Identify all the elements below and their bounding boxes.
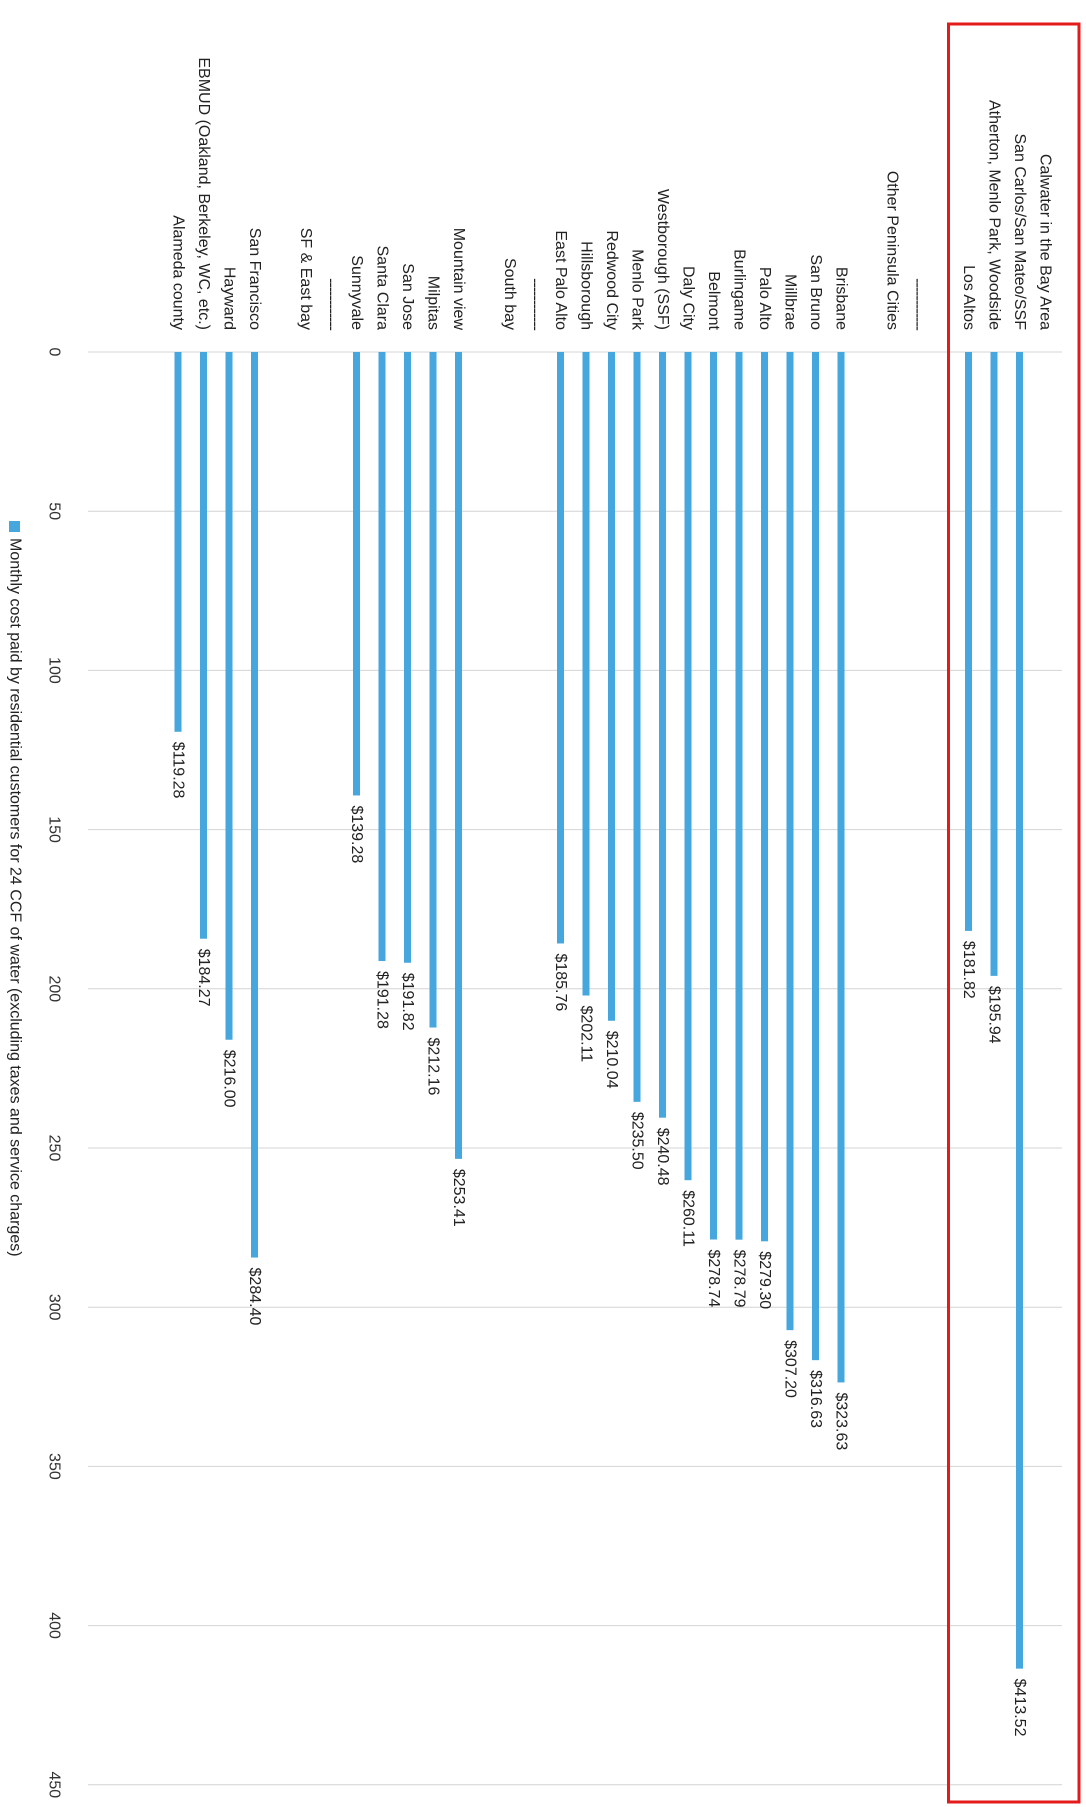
category-label: Milpitas bbox=[425, 276, 442, 330]
value-labels: $413.52 $195.94 $181.82 $323.63 $316.63 $307.… bbox=[170, 742, 1029, 1737]
category-label: Menlo Park bbox=[629, 249, 646, 331]
data-label: $260.11 bbox=[680, 1190, 697, 1247]
category-label: Millbrae bbox=[782, 274, 799, 330]
group-heading: South bay bbox=[501, 258, 518, 330]
x-axis-tick-labels: 0 50 100 150 200 250 300 350 400 450 bbox=[46, 348, 63, 1799]
bar bbox=[837, 352, 845, 1383]
group-heading: Calwater in the Bay Area bbox=[1037, 154, 1054, 330]
category-label: Westborough (SSF) bbox=[654, 189, 671, 330]
category-label: Atherton, Menlo Park, Woodside bbox=[986, 100, 1003, 330]
x-tick-label: 50 bbox=[46, 502, 63, 520]
bar bbox=[225, 352, 233, 1040]
bar bbox=[455, 352, 462, 1159]
data-label: $413.52 bbox=[1011, 1679, 1028, 1737]
legend: Monthly cost paid by residential custome… bbox=[7, 521, 24, 1257]
data-label: $184.27 bbox=[195, 949, 212, 1007]
category-label: Hayward bbox=[221, 267, 238, 330]
group-heading: SF & East bay bbox=[297, 228, 314, 330]
data-label: $139.28 bbox=[348, 805, 365, 863]
separator-label: ------------ bbox=[323, 278, 340, 331]
bar bbox=[557, 352, 564, 944]
data-label: $195.94 bbox=[986, 986, 1003, 1044]
bar bbox=[378, 352, 386, 962]
data-label: $216.00 bbox=[221, 1050, 238, 1108]
category-label: Hillsborough bbox=[578, 241, 595, 330]
bar bbox=[582, 352, 590, 996]
data-label: $307.20 bbox=[782, 1340, 799, 1398]
bar bbox=[608, 352, 615, 1021]
bar bbox=[812, 352, 819, 1361]
category-label: Santa Clara bbox=[374, 246, 391, 331]
x-tick-label: 0 bbox=[46, 348, 63, 357]
legend-swatch bbox=[9, 521, 20, 532]
separator-label: ------------ bbox=[909, 278, 926, 331]
group-heading: Other Peninsula Cities bbox=[884, 171, 901, 330]
data-label: $191.82 bbox=[399, 973, 416, 1031]
bar bbox=[174, 352, 182, 732]
category-label: Los Altos bbox=[960, 265, 977, 330]
bar bbox=[710, 352, 717, 1240]
bar bbox=[659, 352, 666, 1118]
category-label: East Palo Alto bbox=[552, 230, 569, 330]
separator-label: ------------ bbox=[527, 278, 544, 331]
bar bbox=[990, 352, 998, 976]
category-labels: Calwater in the Bay Area San Carlos/San M… bbox=[170, 57, 1054, 331]
bar bbox=[404, 352, 411, 963]
highlight-box bbox=[947, 22, 1081, 1804]
bar bbox=[965, 352, 972, 931]
category-label: Palo Alto bbox=[756, 267, 773, 330]
category-label: San Bruno bbox=[807, 254, 824, 330]
x-tick-label: 300 bbox=[46, 1294, 63, 1321]
category-label: Belmont bbox=[705, 271, 722, 330]
data-label: $253.41 bbox=[450, 1169, 467, 1227]
bar bbox=[684, 352, 692, 1181]
data-label: $279.30 bbox=[756, 1251, 773, 1309]
data-label: $316.63 bbox=[807, 1370, 824, 1428]
bars bbox=[174, 352, 1023, 1669]
bar bbox=[200, 352, 207, 939]
bar bbox=[353, 352, 360, 796]
bar bbox=[633, 352, 641, 1102]
data-label: $278.74 bbox=[705, 1250, 722, 1308]
x-tick-label: 400 bbox=[46, 1612, 63, 1639]
data-label: $212.16 bbox=[425, 1038, 442, 1096]
category-label: EBMUD (Oakland, Berkeley, WC, etc.) bbox=[195, 57, 212, 330]
category-label: San Francisco bbox=[246, 228, 263, 330]
x-tick-label: 150 bbox=[46, 816, 63, 843]
x-tick-label: 200 bbox=[46, 975, 63, 1002]
bar bbox=[761, 352, 768, 1242]
data-label: $191.28 bbox=[374, 971, 391, 1029]
bar bbox=[1016, 352, 1023, 1669]
data-label: $181.82 bbox=[960, 941, 977, 999]
bar bbox=[429, 352, 437, 1028]
data-label: $235.50 bbox=[629, 1112, 646, 1170]
data-label: $240.48 bbox=[654, 1128, 671, 1186]
data-label: $323.63 bbox=[833, 1392, 850, 1450]
data-label: $202.11 bbox=[578, 1006, 595, 1063]
bar bbox=[786, 352, 794, 1331]
category-label: Mountain view bbox=[450, 228, 467, 331]
data-label: $210.04 bbox=[603, 1031, 620, 1089]
category-label: Brisbane bbox=[833, 267, 850, 330]
category-label: Sunnyvale bbox=[348, 255, 365, 330]
bar bbox=[251, 352, 258, 1258]
data-label: $119.28 bbox=[170, 742, 187, 799]
data-label: $185.76 bbox=[552, 953, 569, 1011]
x-tick-label: 250 bbox=[46, 1135, 63, 1162]
x-tick-label: 450 bbox=[46, 1771, 63, 1798]
category-label: Redwood City bbox=[603, 230, 620, 330]
category-label: San Carlos/San Mateo/SSF bbox=[1011, 133, 1028, 330]
gridlines bbox=[88, 351, 1062, 1786]
data-label: $278.79 bbox=[731, 1250, 748, 1308]
category-label: San Jose bbox=[399, 263, 416, 330]
category-label: Burlingame bbox=[731, 249, 748, 330]
legend-label: Monthly cost paid by residential custome… bbox=[7, 538, 24, 1257]
category-label: Alameda county bbox=[170, 215, 187, 330]
x-tick-label: 100 bbox=[46, 657, 63, 684]
x-tick-label: 350 bbox=[46, 1453, 63, 1480]
data-label: $284.40 bbox=[246, 1268, 263, 1326]
bar bbox=[735, 352, 743, 1240]
category-label: Daly City bbox=[680, 266, 697, 330]
